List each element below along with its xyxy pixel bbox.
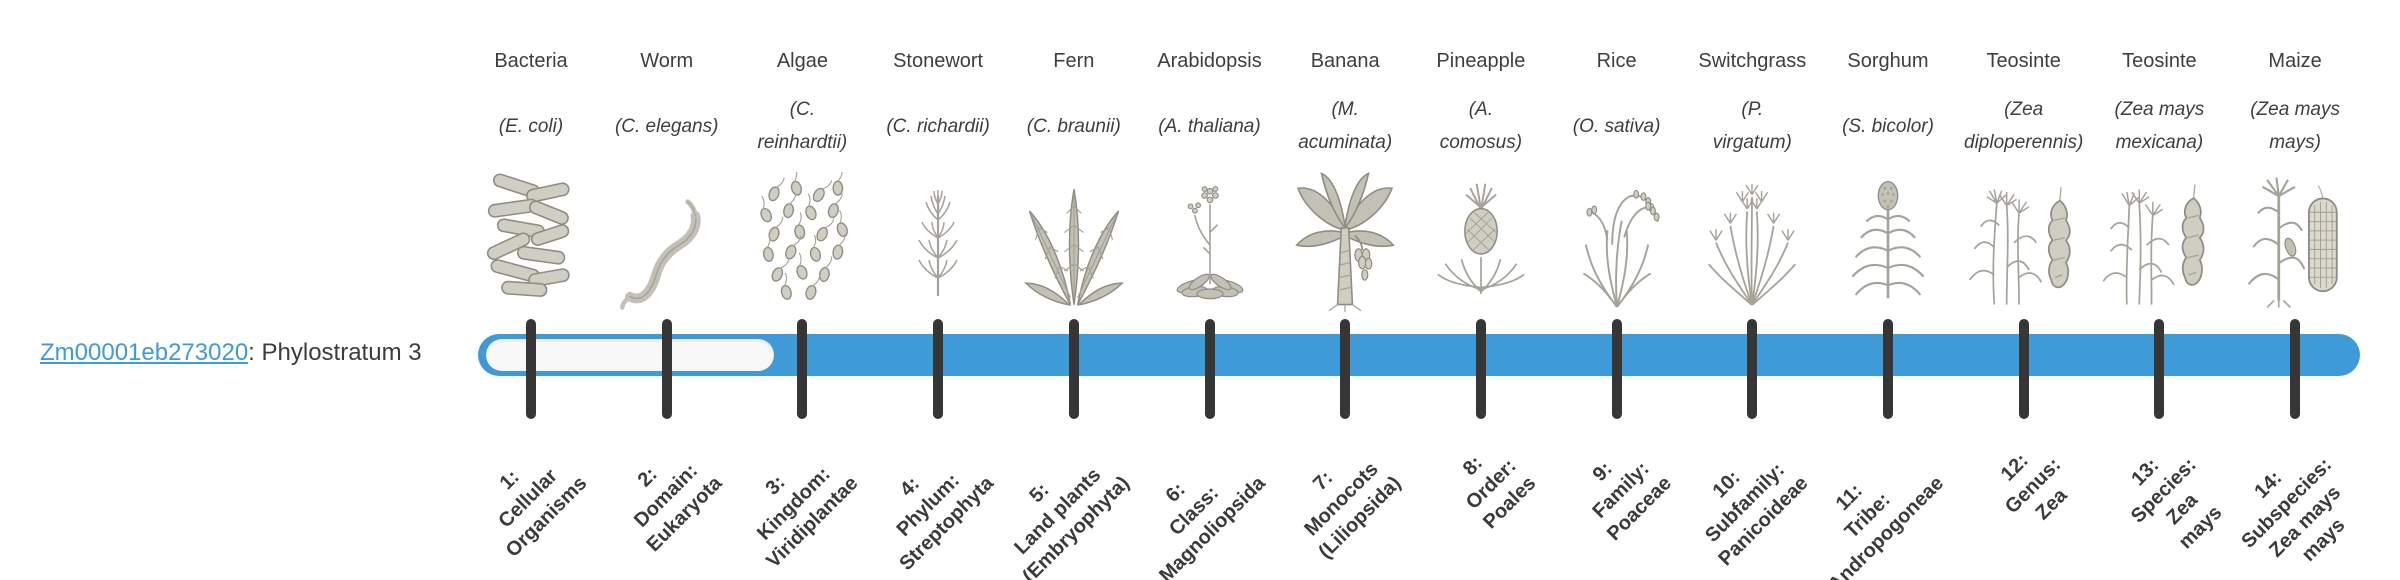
phylostratum-tick xyxy=(797,319,808,419)
organism-name: Teosinte xyxy=(2122,50,2197,72)
phylostratum-label: 12: Genus: Zea xyxy=(1996,449,2072,525)
rice-icon xyxy=(1552,166,1682,312)
organism-species: (A. thaliana) xyxy=(1158,115,1261,137)
sorghum-icon xyxy=(1823,166,1953,312)
organism-name: Teosinte xyxy=(1986,50,2061,72)
organism-species: (S. bicolor) xyxy=(1842,115,1934,137)
stonewort-icon xyxy=(873,166,1003,312)
organism-species: (Zea mays mexicana) xyxy=(2114,99,2205,153)
organism-species: (C. richardii) xyxy=(886,115,990,137)
phylostratum-tick xyxy=(1340,319,1351,419)
organism-species: (A. comosus) xyxy=(1439,99,1523,153)
phylostratum-tick xyxy=(1747,319,1758,419)
worm-icon xyxy=(602,166,732,312)
phylostratum-tick xyxy=(1883,319,1893,419)
gene-phylostratum-text: : Phylostratum 3 xyxy=(248,339,422,366)
phylostratum-label: 5: Land plants (Embryophyta) xyxy=(1010,464,1134,580)
phylostratum-tick xyxy=(1204,319,1215,419)
phylostratum-tick xyxy=(933,319,944,419)
phylostratum-label: 6: Class: Magnoliopsida xyxy=(1154,472,1270,580)
organism-name: Switchgrass xyxy=(1698,50,1807,72)
phylostratum-label: 4: Phylum: Streptophyta xyxy=(892,469,998,575)
phylostratum-label: 13: Species: Zea mays xyxy=(2127,453,2227,554)
fern-icon xyxy=(1009,166,1139,312)
arabidopsis-icon xyxy=(1145,166,1275,312)
phylostratum-label: 9: Family: Poaceae xyxy=(1588,457,1677,546)
switchgrass-icon xyxy=(1687,166,1817,312)
pineapple-icon xyxy=(1416,166,1546,312)
organism-name: Pineapple xyxy=(1436,50,1526,72)
organism-species: (P. virgatum) xyxy=(1712,99,1792,153)
algae-icon xyxy=(737,166,867,312)
phylostratum-tick xyxy=(2154,319,2165,419)
organism-species: (O. sativa) xyxy=(1572,115,1661,137)
phylostratum-tick xyxy=(526,319,536,419)
organism-species: (E. coli) xyxy=(498,115,564,137)
phylostratum-bar xyxy=(478,334,2360,376)
phylostratum-tick xyxy=(2018,319,2029,419)
phylostratum-tick xyxy=(1068,319,1079,419)
phylostratum-label: 1: Cellular Organisms xyxy=(493,464,591,562)
phylostratum-label: 3: Kingdom: Viridiplantae xyxy=(752,463,863,573)
phylostratum-tick xyxy=(661,319,672,419)
phylostratum-tick xyxy=(1475,319,1486,419)
teosinte-mexicana-icon xyxy=(2094,166,2224,312)
organism-species: (Zea mays mays) xyxy=(2250,99,2340,153)
banana-icon xyxy=(1280,166,1410,312)
teosinte-diploperennis-icon xyxy=(1959,166,2089,312)
organism-name: Stonewort xyxy=(893,50,984,72)
organism-species: (C. elegans) xyxy=(614,115,719,137)
phylostratum-label: 11: Tribe: Andropogoneae xyxy=(1823,472,1948,580)
maize-icon xyxy=(2230,166,2360,312)
organism-name: Maize xyxy=(2268,50,2322,72)
organism-species: (C. braunii) xyxy=(1026,115,1121,137)
phylostratum-label: 10: Subfamily: Panicoideae xyxy=(1700,458,1813,571)
organism-species: (C. reinhardtii) xyxy=(757,99,848,153)
phylostratum-label: 14: Subspecies: Zea mays mays xyxy=(2237,453,2350,566)
bacteria-icon xyxy=(466,166,596,312)
gene-link[interactable]: Zm00001eb273020 xyxy=(40,339,249,366)
organism-species: (Zea diploperennis) xyxy=(1964,99,2084,153)
phylostratum-label: 8: Order: Poales xyxy=(1459,451,1541,534)
organism-name: Bacteria xyxy=(494,50,568,72)
organism-name: Worm xyxy=(640,50,694,72)
organism-name: Banana xyxy=(1310,50,1380,72)
phylostratum-label: 7: Monocots (Liliopsida) xyxy=(1299,458,1405,564)
organism-name: Algae xyxy=(776,50,828,72)
organism-name: Fern xyxy=(1053,50,1095,72)
phylostratum-tick xyxy=(1611,319,1622,419)
organism-name: Sorghum xyxy=(1847,50,1929,72)
organism-name: Arabidopsis xyxy=(1157,50,1262,72)
phylostratum-label: 2: Domain: Eukaryota xyxy=(630,459,727,557)
organism-species: (M. acuminata) xyxy=(1298,99,1393,153)
gene-label: Zm00001eb273020: Phylostratum 3 xyxy=(40,339,422,367)
organism-name: Rice xyxy=(1596,50,1637,72)
phylostratum-tick xyxy=(2290,319,2301,419)
